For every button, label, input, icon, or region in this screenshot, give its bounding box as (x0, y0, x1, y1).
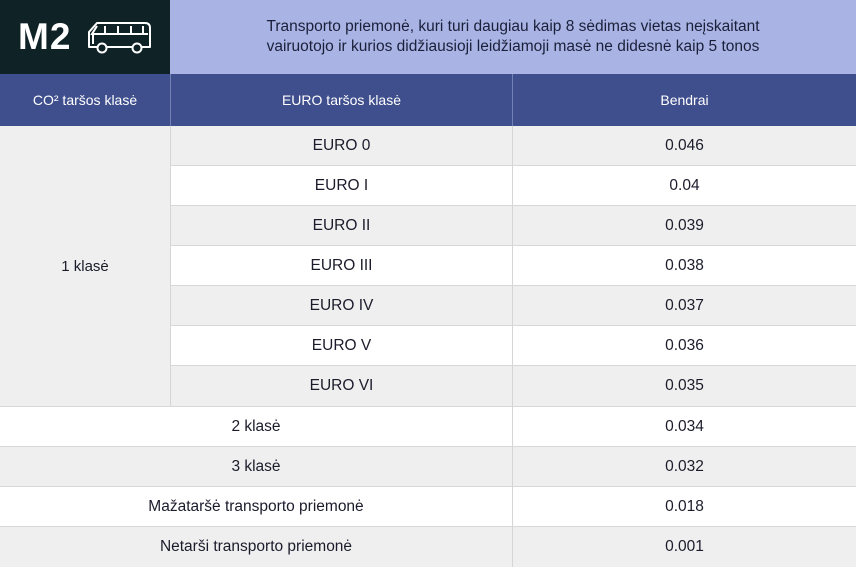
total-value-cell: 0.034 (665, 417, 704, 435)
total-value-cell: 0.037 (665, 296, 704, 314)
van-icon (88, 22, 152, 54)
total-value-cell: 0.046 (665, 136, 704, 154)
table-row: 3 klasė 0.032 (0, 447, 856, 487)
description-line-2: vairuotojo ir kurios didžiausioji leidži… (266, 38, 760, 55)
column-header-euro: EURO taršos klasė (171, 74, 513, 126)
euro-class-cell: EURO IV (171, 286, 513, 325)
table-row: EURO 0 0.046 (171, 126, 856, 166)
table-row: EURO I 0.04 (171, 166, 856, 206)
table-row: Netarši transporto priemonė 0.001 (0, 527, 856, 567)
table-row: EURO VI 0.035 (171, 366, 856, 406)
class-label-cell: 2 klasė (0, 407, 513, 446)
class-1-group: 1 klasė EURO 0 0.046 EURO I 0.04 EURO II… (0, 126, 856, 407)
total-value-cell: 0.032 (665, 457, 704, 475)
table-title-bar: M2 Transporto priemonė, kuri turi daugia… (0, 0, 856, 74)
total-value-cell: 0.018 (665, 497, 704, 515)
class-label-cell: 3 klasė (0, 447, 513, 486)
column-header-co2: CO² taršos klasė (0, 74, 171, 126)
class-label-cell: Netarši transporto priemonė (0, 527, 513, 567)
table-row: Mažataršė transporto priemonė 0.018 (0, 487, 856, 527)
vehicle-description: Transporto priemonė, kuri turi daugiau k… (170, 0, 856, 74)
euro-class-cell: EURO I (171, 166, 513, 205)
total-value-cell: 0.036 (665, 336, 704, 354)
table-body: 1 klasė EURO 0 0.046 EURO I 0.04 EURO II… (0, 126, 856, 567)
category-badge: M2 (0, 0, 170, 74)
euro-class-cell: EURO V (171, 326, 513, 365)
table-row: EURO IV 0.037 (171, 286, 856, 326)
category-code: M2 (18, 16, 72, 57)
class-label-cell: Mažataršė transporto priemonė (0, 487, 513, 526)
total-value-cell: 0.001 (665, 538, 704, 555)
table-row: EURO III 0.038 (171, 246, 856, 286)
euro-class-cell: EURO III (171, 246, 513, 285)
description-line-1: Transporto priemonė, kuri turi daugiau k… (266, 18, 760, 35)
total-value-cell: 0.039 (665, 216, 704, 234)
total-value-cell: 0.038 (665, 256, 704, 274)
co2-class-label: 1 klasė (0, 126, 171, 406)
column-headers: CO² taršos klasė EURO taršos klasė Bendr… (0, 74, 856, 126)
euro-class-cell: EURO II (171, 206, 513, 245)
euro-class-cell: EURO VI (171, 366, 513, 406)
table-row: 2 klasė 0.034 (0, 407, 856, 447)
table-row: EURO V 0.036 (171, 326, 856, 366)
total-value-cell: 0.035 (665, 377, 704, 394)
column-header-total: Bendrai (660, 92, 709, 108)
euro-class-cell: EURO 0 (171, 126, 513, 165)
total-value-cell: 0.04 (669, 176, 700, 194)
table-row: EURO II 0.039 (171, 206, 856, 246)
